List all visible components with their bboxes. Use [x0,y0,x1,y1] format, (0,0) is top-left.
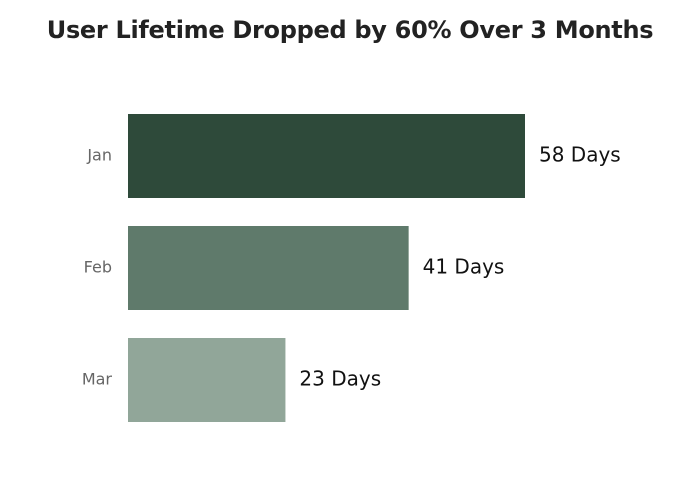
category-label-jan: Jan [86,146,112,165]
bar-jan [128,114,525,198]
category-label-feb: Feb [84,258,112,277]
chart-title: User Lifetime Dropped by 60% Over 3 Mont… [46,16,654,44]
bar-mar [128,338,286,422]
bar-feb [128,226,409,310]
data-label-jan: 58 Days [539,143,621,167]
data-label-mar: 23 Days [299,367,381,391]
data-label-feb: 41 Days [423,255,505,279]
category-label-mar: Mar [82,370,113,389]
bars-group: Jan 58 Days Feb 41 Days Mar 23 Days [82,114,621,422]
